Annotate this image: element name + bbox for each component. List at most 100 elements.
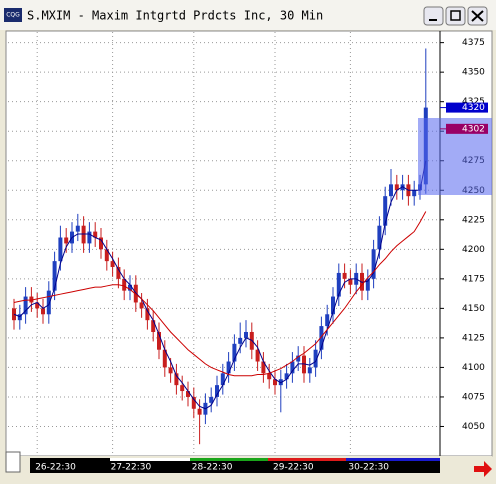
price-label: 4302	[462, 124, 485, 134]
candle-body	[75, 225, 80, 232]
candle-body	[319, 326, 324, 350]
candle-body	[174, 373, 179, 386]
candle-body	[342, 272, 347, 279]
window-title: S.MXIM - Maxim Intgrtd Prdcts Inc, 30 Mi…	[27, 9, 323, 23]
y-tick-label: 4050	[462, 422, 485, 432]
period-bar	[268, 458, 346, 461]
price-label: 4320	[462, 103, 485, 113]
period-bar	[30, 458, 110, 461]
icon	[450, 10, 461, 21]
candle-body	[186, 391, 190, 397]
x-tick-label: 28-22:30	[192, 463, 233, 473]
candle-body	[400, 184, 405, 191]
candle-body	[116, 267, 121, 279]
candle-body	[238, 337, 243, 344]
candle-body	[389, 184, 393, 197]
candle-body	[87, 231, 92, 244]
maximize-button[interactable]	[445, 6, 466, 26]
x-tick-label: 29-22:30	[273, 463, 314, 473]
icon-text: CQG	[6, 12, 20, 19]
candle-body	[302, 355, 306, 374]
y-tick-label: 4125	[462, 333, 485, 343]
candle-body	[220, 373, 225, 386]
y-tick-label: 4175	[462, 274, 485, 284]
candle-body	[255, 349, 260, 362]
candle-body	[290, 361, 295, 374]
candle-body	[52, 261, 57, 291]
candle-body	[35, 302, 40, 309]
candle-body	[215, 385, 219, 397]
candle-body	[284, 373, 289, 380]
chart-area	[5, 30, 493, 457]
candle-body	[336, 272, 341, 297]
y-tick-label: 4350	[462, 68, 485, 78]
moving-average	[13, 160, 427, 410]
candle-body	[232, 343, 237, 362]
candle-body	[191, 396, 196, 409]
price-markers: 4320 4302	[440, 102, 488, 134]
date-strip	[30, 461, 440, 473]
x-tick-label: 30-22:30	[348, 463, 389, 473]
candle-body	[209, 396, 214, 403]
candle-body	[180, 385, 185, 392]
candle-body	[17, 314, 22, 321]
y-tick-label: 4150	[462, 304, 485, 314]
candle-body	[12, 308, 16, 321]
title-bar	[0, 0, 496, 30]
candle-body	[81, 225, 86, 244]
candle-body	[162, 349, 167, 368]
moving-average	[13, 211, 427, 377]
candle-body	[110, 261, 115, 268]
y-tick-label: 4375	[462, 38, 485, 48]
candle-body	[226, 361, 231, 374]
candle-body	[64, 237, 69, 244]
candle-body	[360, 272, 364, 291]
candle-body	[41, 308, 45, 315]
candle-body	[122, 278, 127, 291]
candle-body	[331, 296, 335, 315]
candle-body	[371, 249, 376, 279]
scroll-box[interactable]	[5, 451, 21, 473]
candle-body	[139, 302, 144, 309]
y-tick-label: 4325	[462, 97, 485, 107]
price-box	[446, 123, 488, 134]
candle-body	[23, 296, 28, 315]
candle-body	[394, 184, 399, 191]
minimize-button[interactable]	[423, 6, 444, 26]
candle-body	[46, 290, 51, 315]
candle-body	[365, 278, 370, 291]
y-tick-label: 4075	[462, 392, 485, 402]
candle-body	[93, 231, 98, 238]
app-icon	[4, 8, 22, 22]
candle-body	[145, 308, 150, 321]
x-tick-label: 27-22:30	[111, 463, 152, 473]
candle-body	[383, 196, 388, 226]
scroll-arrow[interactable]	[474, 461, 492, 477]
period-bar	[110, 458, 190, 461]
candle-body	[197, 408, 202, 415]
candle-body	[168, 367, 173, 374]
candle-body	[348, 278, 353, 285]
icon	[471, 10, 484, 22]
period-bar	[190, 458, 268, 461]
candle-body	[273, 379, 277, 386]
candle-body	[104, 249, 109, 262]
candle-body	[412, 190, 417, 197]
candle-body	[267, 373, 272, 380]
candle-body	[296, 355, 301, 362]
candle-body	[157, 331, 161, 350]
window-buttons	[423, 6, 488, 26]
candle-body	[58, 237, 63, 262]
candle-body	[377, 225, 382, 250]
y-tick-label: 4225	[462, 215, 485, 225]
candle-body	[313, 349, 318, 368]
y-tick-label: 4100	[462, 363, 485, 373]
price-box	[446, 102, 488, 113]
candle-body	[151, 320, 156, 332]
y-tick-label: 4200	[462, 245, 485, 255]
candle-body	[325, 314, 330, 327]
candle-body	[29, 296, 34, 303]
candle-body	[261, 361, 266, 374]
period-bar	[346, 458, 440, 461]
